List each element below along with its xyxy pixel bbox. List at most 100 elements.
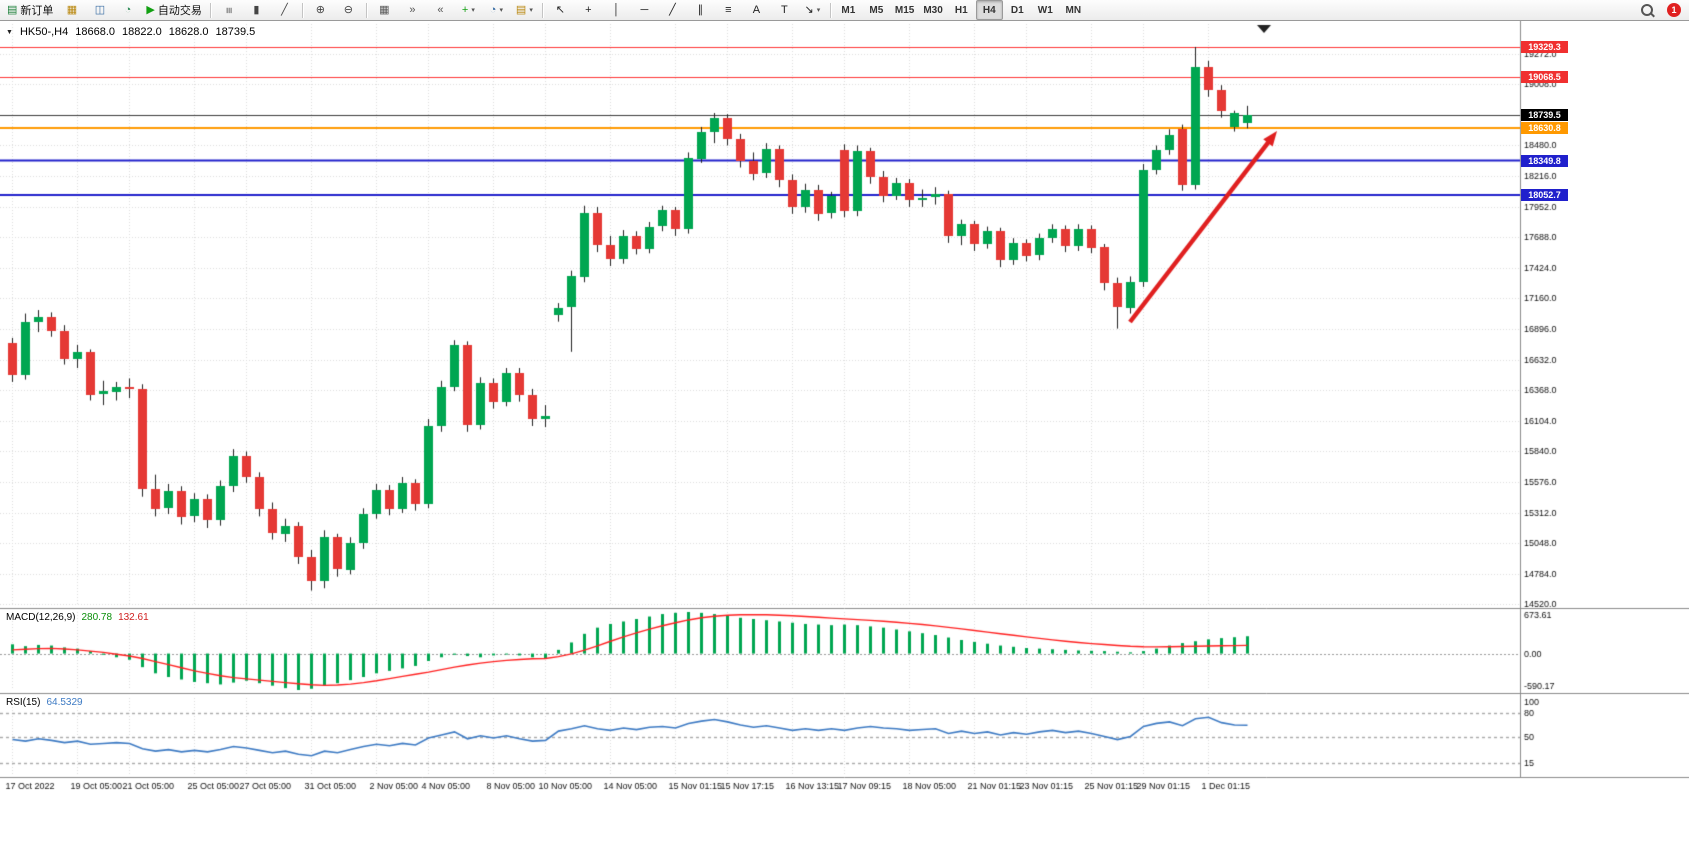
- bar-chart-button[interactable]: ≡: [215, 0, 242, 20]
- toolbar-right: 1: [1633, 0, 1686, 20]
- cursor-icon: ↖: [555, 3, 565, 16]
- main-toolbar: ▤ 新订单 ▦ ◫ ◔ ▶ 自动交易 ≡ ▮ ╱ ⊕ ⊖ ▦» «+ ▾ ◔ ▾ ▤ ▾ ↖ + │ ─ ╱ ∥ ≡ A T ↘ ▾ M1 M…: [0, 0, 1689, 21]
- chart-collapse-icon[interactable]: ▼: [6, 28, 13, 36]
- dropdown-caret-icon[interactable]: ▾: [816, 7, 821, 14]
- tile-windows-button[interactable]: ▦: [371, 0, 398, 20]
- timeframe-m30-button-label: M30: [923, 4, 943, 16]
- search-icon: [1640, 4, 1653, 16]
- data-window-icon: ◔: [124, 3, 132, 16]
- notification-badge[interactable]: 1: [1667, 3, 1681, 17]
- autotrading-icon: ▶: [146, 3, 155, 16]
- chart-window-icon: ▦: [66, 3, 78, 16]
- chart-shift-button[interactable]: «: [427, 0, 454, 20]
- vertical-line-icon: │: [612, 3, 620, 16]
- line-chart-icon: ╱: [281, 3, 288, 16]
- trendline-button[interactable]: ╱: [659, 0, 686, 20]
- price-line-badge[interactable]: 18739.5: [1521, 109, 1568, 121]
- profiles-button[interactable]: ◫: [86, 0, 113, 20]
- zoom-in-icon: ⊕: [315, 3, 325, 16]
- timeframe-h1-button-label: H1: [954, 4, 968, 16]
- templates-icon: ▤: [515, 3, 527, 16]
- timeframe-d1-button[interactable]: D1: [1004, 0, 1031, 20]
- price-line-badge[interactable]: 19068.5: [1521, 71, 1568, 83]
- crosshair-button[interactable]: +: [575, 0, 602, 20]
- new-order-button[interactable]: ▤ 新订单: [3, 0, 57, 20]
- timeframe-h4-button-label: H4: [982, 4, 996, 16]
- chart-area: ▼ HK50-,H4 18668.0 18822.0 18628.0 18739…: [0, 21, 1689, 859]
- timeframe-w1-button[interactable]: W1: [1032, 0, 1059, 20]
- search-button[interactable]: [1633, 0, 1660, 20]
- ohlc-high: 18822.0: [122, 26, 162, 38]
- candlestick-chart-button[interactable]: ▮: [243, 0, 270, 20]
- text-icon: A: [752, 3, 761, 16]
- indicators-icon: +: [461, 3, 469, 16]
- price-line-badge[interactable]: 18349.8: [1521, 155, 1568, 167]
- auto-scroll-icon: »: [409, 3, 416, 16]
- fibonacci-button[interactable]: ≡: [715, 0, 742, 20]
- toolbar-separator: [365, 2, 367, 18]
- arrows-button[interactable]: ↘ ▾: [799, 0, 826, 20]
- timeframe-h1-button[interactable]: H1: [948, 0, 975, 20]
- timeframe-h4-button[interactable]: H4: [975, 0, 1003, 20]
- zoom-out-button[interactable]: ⊖: [335, 0, 362, 20]
- rsi-indicator-label: RSI(15) 64.5329: [6, 697, 83, 708]
- arrows-icon: ↘: [804, 3, 814, 16]
- timeframe-m15-button-label: M15: [894, 4, 915, 16]
- price-line-badge[interactable]: 18052.7: [1521, 189, 1568, 201]
- autotrading-button-label: 自动交易: [157, 5, 202, 17]
- chart-shift-icon: «: [437, 3, 444, 16]
- macd-main-value: 280.78: [81, 612, 113, 623]
- channel-icon: ∥: [697, 3, 704, 16]
- templates-button[interactable]: ▤ ▾: [511, 0, 538, 20]
- dropdown-caret-icon[interactable]: ▾: [471, 7, 475, 14]
- vertical-line-button[interactable]: │: [603, 0, 630, 20]
- timeframe-m5-button-label: M5: [869, 4, 884, 16]
- new-order-icon: ▤: [7, 3, 18, 16]
- data-window-button[interactable]: ◔: [114, 0, 141, 20]
- price-line-badge[interactable]: 18630.8: [1521, 122, 1568, 134]
- candlestick-chart-icon: ▮: [253, 3, 260, 16]
- indicators-button[interactable]: + ▾: [455, 0, 482, 20]
- price-line-badge[interactable]: 19329.3: [1521, 41, 1568, 53]
- auto-scroll-button[interactable]: »: [399, 0, 426, 20]
- ohlc-open: 18668.0: [75, 26, 115, 38]
- ohlc-close: 18739.5: [215, 26, 256, 38]
- timeframe-w1-button-label: W1: [1037, 4, 1053, 16]
- channel-button[interactable]: ∥: [687, 0, 714, 20]
- dropdown-caret-icon[interactable]: ▾: [529, 7, 533, 14]
- line-chart-button[interactable]: ╱: [271, 0, 298, 20]
- chart-window-button[interactable]: ▦: [58, 0, 85, 20]
- timeframe-m30-button[interactable]: M30: [919, 0, 946, 20]
- timeframe-mn-button-label: MN: [1065, 4, 1082, 16]
- bar-chart-icon: ≡: [222, 6, 235, 14]
- tile-windows-icon: ▦: [379, 3, 390, 16]
- label-icon: T: [781, 3, 788, 16]
- fibonacci-icon: ≡: [725, 3, 732, 16]
- ohlc-low: 18628.0: [168, 26, 209, 38]
- horizontal-line-button[interactable]: ─: [631, 0, 658, 20]
- cursor-button[interactable]: ↖: [547, 0, 574, 20]
- macd-title: MACD(12,26,9): [6, 612, 76, 623]
- timeframe-d1-button-label: D1: [1010, 4, 1024, 16]
- macd-indicator-label: MACD(12,26,9) 280.78 132.61: [6, 612, 149, 623]
- text-button[interactable]: A: [743, 0, 770, 20]
- horizontal-line-icon: ─: [640, 3, 649, 16]
- timeframe-m1-button[interactable]: M1: [835, 0, 862, 20]
- timeframe-mn-button[interactable]: MN: [1060, 0, 1087, 20]
- trendline-icon: ╱: [669, 3, 676, 16]
- autotrading-button[interactable]: ▶ 自动交易: [142, 0, 205, 20]
- toolbar-separator: [301, 2, 303, 18]
- timeframe-m5-button[interactable]: M5: [863, 0, 890, 20]
- timeframe-m1-button-label: M1: [841, 4, 856, 16]
- chart-canvas[interactable]: [0, 21, 1689, 859]
- zoom-in-button[interactable]: ⊕: [307, 0, 334, 20]
- timeframe-m15-button[interactable]: M15: [891, 0, 918, 20]
- label-button[interactable]: T: [771, 0, 798, 20]
- dropdown-caret-icon[interactable]: ▾: [499, 7, 503, 14]
- periods-button[interactable]: ◔ ▾: [483, 0, 510, 20]
- rsi-title: RSI(15): [6, 697, 41, 708]
- macd-signal-value: 132.61: [118, 612, 149, 623]
- crosshair-icon: +: [585, 3, 592, 16]
- profiles-icon: ◫: [94, 3, 106, 16]
